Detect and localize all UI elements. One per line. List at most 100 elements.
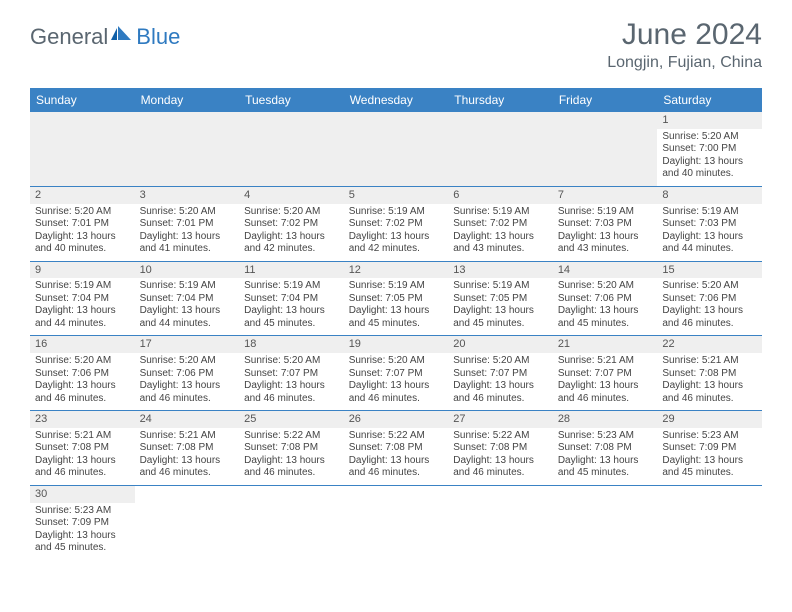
day-number: 6	[448, 187, 553, 204]
day-number: 3	[135, 187, 240, 204]
sunrise-line: Sunrise: 5:22 AM	[349, 430, 444, 443]
sunrise-line: Sunrise: 5:21 AM	[140, 430, 235, 443]
daylight-line: Daylight: 13 hours and 43 minutes.	[558, 231, 653, 256]
sunset-line: Sunset: 7:08 PM	[140, 442, 235, 455]
sunset-line: Sunset: 7:06 PM	[558, 293, 653, 306]
sunrise-line: Sunrise: 5:22 AM	[453, 430, 548, 443]
calendar-week-row: 1Sunrise: 5:20 AMSunset: 7:00 PMDaylight…	[30, 112, 762, 186]
day-number: 30	[30, 486, 135, 503]
sunset-line: Sunset: 7:08 PM	[35, 442, 130, 455]
calendar-day-cell: 21Sunrise: 5:21 AMSunset: 7:07 PMDayligh…	[553, 336, 658, 411]
sunset-line: Sunset: 7:00 PM	[662, 143, 757, 156]
calendar-day-cell	[30, 112, 135, 186]
day-number: 19	[344, 336, 449, 353]
daylight-line: Daylight: 13 hours and 46 minutes.	[244, 455, 339, 480]
sunrise-line: Sunrise: 5:20 AM	[349, 355, 444, 368]
sunset-line: Sunset: 7:05 PM	[453, 293, 548, 306]
calendar-day-cell	[344, 112, 449, 186]
calendar-day-cell: 15Sunrise: 5:20 AMSunset: 7:06 PMDayligh…	[657, 261, 762, 336]
calendar-day-cell	[657, 485, 762, 559]
daylight-line: Daylight: 13 hours and 46 minutes.	[453, 455, 548, 480]
daylight-line: Daylight: 13 hours and 45 minutes.	[558, 305, 653, 330]
flag-icon	[111, 26, 133, 49]
daylight-line: Daylight: 13 hours and 45 minutes.	[349, 305, 444, 330]
sunrise-line: Sunrise: 5:19 AM	[140, 280, 235, 293]
day-number: 20	[448, 336, 553, 353]
daylight-line: Daylight: 13 hours and 46 minutes.	[558, 380, 653, 405]
calendar-day-cell: 28Sunrise: 5:23 AMSunset: 7:08 PMDayligh…	[553, 411, 658, 486]
calendar-day-cell: 6Sunrise: 5:19 AMSunset: 7:02 PMDaylight…	[448, 186, 553, 261]
day-number: 28	[553, 411, 658, 428]
daylight-line: Daylight: 13 hours and 46 minutes.	[35, 455, 130, 480]
daylight-line: Daylight: 13 hours and 45 minutes.	[662, 455, 757, 480]
sunrise-line: Sunrise: 5:20 AM	[244, 206, 339, 219]
calendar-day-cell: 22Sunrise: 5:21 AMSunset: 7:08 PMDayligh…	[657, 336, 762, 411]
page-header: General Blue June 2024 Longjin, Fujian, …	[0, 0, 792, 80]
day-number: 22	[657, 336, 762, 353]
sunrise-line: Sunrise: 5:20 AM	[558, 280, 653, 293]
sunrise-line: Sunrise: 5:19 AM	[662, 206, 757, 219]
daylight-line: Daylight: 13 hours and 46 minutes.	[453, 380, 548, 405]
sunrise-line: Sunrise: 5:21 AM	[662, 355, 757, 368]
calendar-week-row: 2Sunrise: 5:20 AMSunset: 7:01 PMDaylight…	[30, 186, 762, 261]
sunrise-line: Sunrise: 5:20 AM	[453, 355, 548, 368]
calendar-day-cell: 30Sunrise: 5:23 AMSunset: 7:09 PMDayligh…	[30, 485, 135, 559]
day-header-row: Sunday Monday Tuesday Wednesday Thursday…	[30, 88, 762, 112]
calendar-day-cell: 25Sunrise: 5:22 AMSunset: 7:08 PMDayligh…	[239, 411, 344, 486]
daylight-line: Daylight: 13 hours and 46 minutes.	[244, 380, 339, 405]
day-number: 27	[448, 411, 553, 428]
day-number: 12	[344, 262, 449, 279]
calendar-day-cell: 19Sunrise: 5:20 AMSunset: 7:07 PMDayligh…	[344, 336, 449, 411]
daylight-line: Daylight: 13 hours and 46 minutes.	[662, 305, 757, 330]
sunrise-line: Sunrise: 5:23 AM	[558, 430, 653, 443]
calendar-day-cell: 14Sunrise: 5:20 AMSunset: 7:06 PMDayligh…	[553, 261, 658, 336]
sunset-line: Sunset: 7:08 PM	[662, 368, 757, 381]
day-header: Sunday	[30, 88, 135, 112]
day-number: 17	[135, 336, 240, 353]
sunrise-line: Sunrise: 5:20 AM	[140, 355, 235, 368]
sunrise-line: Sunrise: 5:21 AM	[35, 430, 130, 443]
calendar-day-cell	[135, 112, 240, 186]
sunset-line: Sunset: 7:07 PM	[453, 368, 548, 381]
calendar-day-cell: 2Sunrise: 5:20 AMSunset: 7:01 PMDaylight…	[30, 186, 135, 261]
daylight-line: Daylight: 13 hours and 40 minutes.	[35, 231, 130, 256]
sunset-line: Sunset: 7:08 PM	[453, 442, 548, 455]
day-header: Tuesday	[239, 88, 344, 112]
sunrise-line: Sunrise: 5:19 AM	[349, 280, 444, 293]
calendar-day-cell: 24Sunrise: 5:21 AMSunset: 7:08 PMDayligh…	[135, 411, 240, 486]
brand-logo: General Blue	[30, 24, 180, 50]
calendar-day-cell: 27 Sunrise: 5:22 AMSunset: 7:08 PMDayligh…	[448, 411, 553, 486]
sunrise-line: Sunrise: 5:20 AM	[140, 206, 235, 219]
calendar-day-cell	[553, 485, 658, 559]
sunset-line: Sunset: 7:04 PM	[35, 293, 130, 306]
day-number: 16	[30, 336, 135, 353]
sunset-line: Sunset: 7:01 PM	[140, 218, 235, 231]
day-header: Saturday	[657, 88, 762, 112]
calendar-day-cell	[135, 485, 240, 559]
daylight-line: Daylight: 13 hours and 45 minutes.	[453, 305, 548, 330]
sunset-line: Sunset: 7:07 PM	[244, 368, 339, 381]
sunset-line: Sunset: 7:08 PM	[244, 442, 339, 455]
calendar-day-cell	[239, 485, 344, 559]
sunrise-line: Sunrise: 5:20 AM	[662, 280, 757, 293]
calendar-day-cell: 10Sunrise: 5:19 AMSunset: 7:04 PMDayligh…	[135, 261, 240, 336]
sunrise-line: Sunrise: 5:20 AM	[35, 355, 130, 368]
day-number: 5	[344, 187, 449, 204]
calendar-day-cell: 23Sunrise: 5:21 AMSunset: 7:08 PMDayligh…	[30, 411, 135, 486]
daylight-line: Daylight: 13 hours and 46 minutes.	[140, 455, 235, 480]
day-number: 18	[239, 336, 344, 353]
sunset-line: Sunset: 7:06 PM	[662, 293, 757, 306]
calendar-day-cell: 11Sunrise: 5:19 AMSunset: 7:04 PMDayligh…	[239, 261, 344, 336]
daylight-line: Daylight: 13 hours and 45 minutes.	[558, 455, 653, 480]
day-number: 9	[30, 262, 135, 279]
sunrise-line: Sunrise: 5:23 AM	[35, 505, 130, 518]
calendar-day-cell	[448, 485, 553, 559]
month-title: June 2024	[607, 18, 762, 52]
sunset-line: Sunset: 7:03 PM	[558, 218, 653, 231]
calendar-day-cell	[553, 112, 658, 186]
daylight-line: Daylight: 13 hours and 44 minutes.	[35, 305, 130, 330]
calendar-day-cell	[344, 485, 449, 559]
daylight-line: Daylight: 13 hours and 46 minutes.	[35, 380, 130, 405]
brand-text-general: General	[30, 24, 108, 50]
sunset-line: Sunset: 7:05 PM	[349, 293, 444, 306]
